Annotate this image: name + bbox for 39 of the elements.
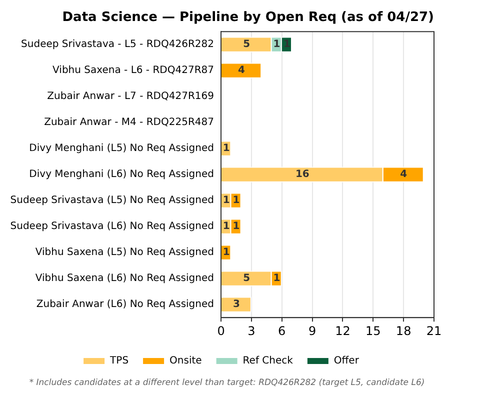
data-label: 3 xyxy=(232,299,240,310)
x-tick-label: 18 xyxy=(396,324,412,338)
y-tick-label: Divy Menghani (L5) No Req Assigned xyxy=(29,143,214,154)
y-tick-label: Zubair Anwar - L7 - RDQ427R169 xyxy=(47,91,214,102)
y-tick-label: Vibhu Saxena (L5) No Req Assigned xyxy=(35,247,214,258)
data-label: 1 xyxy=(232,195,240,206)
data-label: 1 xyxy=(222,195,230,206)
x-tick-label: 21 xyxy=(426,324,442,338)
x-tick-label: 12 xyxy=(335,324,350,338)
legend-label: TPS xyxy=(109,356,129,367)
data-label: 16 xyxy=(295,169,310,180)
y-tick-label: Zubair Anwar - M4 - RDQ225R487 xyxy=(44,117,214,128)
x-tick-label: 0 xyxy=(217,324,225,338)
legend-label: Ref Check xyxy=(242,356,294,367)
y-tick-label: Sudeep Srivastava (L5) No Req Assigned xyxy=(10,195,214,206)
data-label: 4 xyxy=(400,169,408,180)
data-label: 1 xyxy=(222,221,230,232)
data-label: 1 xyxy=(273,273,280,284)
x-tick-label: 6 xyxy=(278,324,286,338)
data-label: 1 xyxy=(273,39,280,50)
y-tick-label: Vibhu Saxena - L6 - RDQ427R87 xyxy=(52,65,214,76)
data-label: 1 xyxy=(222,143,230,154)
x-tick-label: 3 xyxy=(248,324,256,338)
data-label: 5 xyxy=(243,273,250,284)
x-tick-label: 9 xyxy=(308,324,316,338)
text: * Includes candidates at a different level than target: RDQ426R282 (target L5, candidate L6) xyxy=(29,378,425,388)
chart-title: Data Science — Pipeline by Open Req (as of 04/27) xyxy=(62,10,434,26)
legend-label: Onsite xyxy=(170,356,202,367)
data-label: 1 xyxy=(222,247,230,258)
legend-label: Offer xyxy=(334,356,360,367)
y-tick-label: Divy Menghani (L6) No Req Assigned xyxy=(29,169,214,180)
data-label: 4 xyxy=(238,65,246,76)
y-tick-label: Sudeep Srivastava (L6) No Req Assigned xyxy=(10,221,214,232)
y-tick-label: Sudeep Srivastava - L5 - RDQ426R282 xyxy=(21,39,214,50)
y-tick-label: Zubair Anwar (L6) No Req Assigned xyxy=(36,299,214,310)
data-label: 1 xyxy=(232,221,240,232)
data-label: 5 xyxy=(243,39,250,50)
y-tick-label: Vibhu Saxena (L6) No Req Assigned xyxy=(35,273,214,284)
x-tick-label: 15 xyxy=(366,324,381,338)
